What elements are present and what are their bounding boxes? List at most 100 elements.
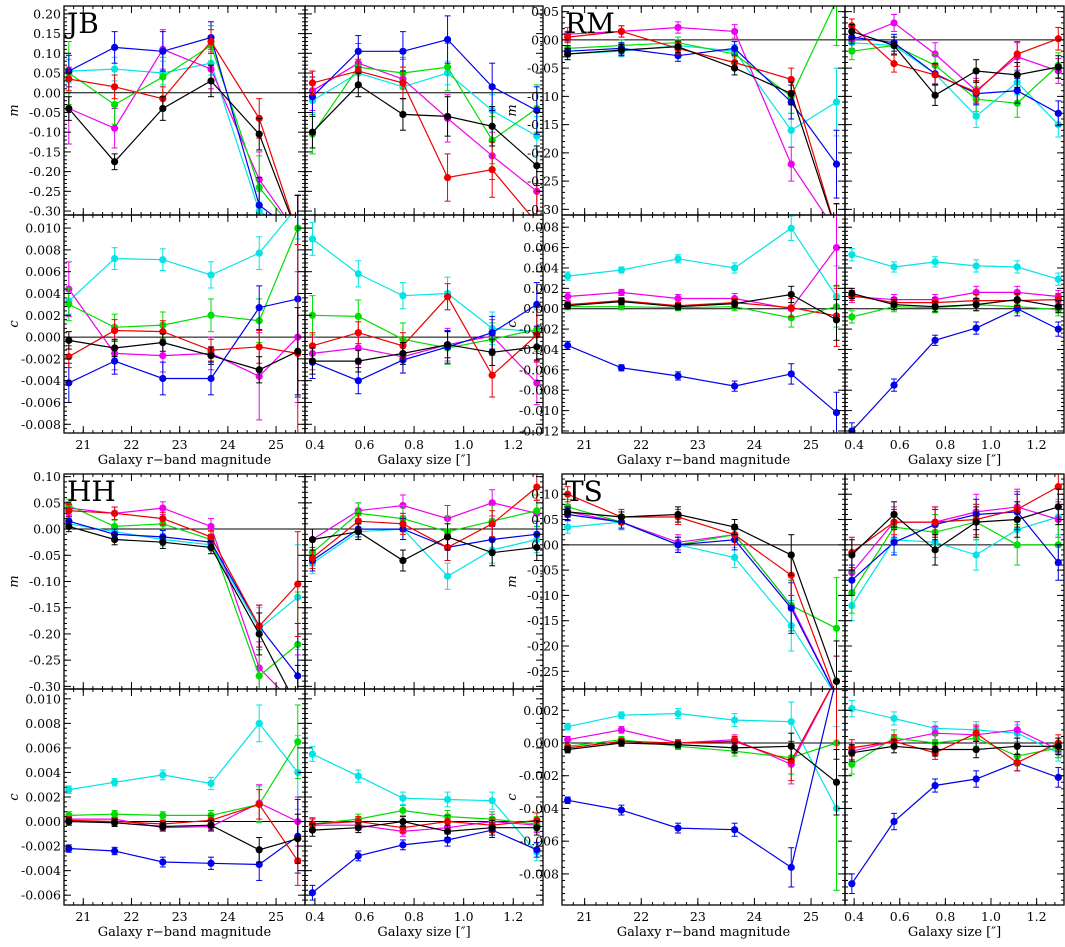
- y-tick-label: 0.008: [25, 242, 61, 257]
- data-point-magenta: [674, 24, 681, 31]
- data-point-cyan: [564, 273, 571, 280]
- data-point-red: [489, 520, 496, 527]
- y-tick-label: -0.25: [527, 664, 559, 679]
- y-tick-label: -0.15: [29, 144, 61, 159]
- x-tick-label: 0.4: [305, 437, 325, 452]
- data-point-blue: [1055, 110, 1062, 117]
- data-point-red: [1055, 35, 1062, 42]
- data-point-black: [489, 824, 496, 831]
- x-tick-label: 1.0: [981, 437, 1001, 452]
- y-tick-label: -0.15: [527, 613, 559, 628]
- series-group: [65, 499, 301, 760]
- x-tick-label: 25: [268, 909, 284, 924]
- x-tick-label: 0.8: [404, 909, 424, 924]
- y-axis-label-m: m: [7, 575, 22, 587]
- series-group: [65, 22, 301, 274]
- series-line-red: [568, 494, 837, 696]
- data-point-red: [207, 533, 214, 540]
- data-point-cyan: [848, 251, 855, 258]
- data-point-black: [932, 92, 939, 99]
- series-line-green: [852, 305, 1059, 317]
- data-point-green: [848, 313, 855, 320]
- series-line-black: [69, 526, 298, 707]
- data-point-black: [489, 549, 496, 556]
- panel-m-mag: 0.20 0.15 0.10 0.05 0.00 -0.05 -0.10 -0.15 -0.20…: [29, 6, 305, 274]
- data-point-black: [159, 339, 166, 346]
- y-tick-label: -0.20: [29, 164, 61, 179]
- y-tick-label: -0.30: [527, 202, 559, 217]
- panel-frame: [562, 474, 845, 689]
- data-point-black: [973, 518, 980, 525]
- data-point-black: [355, 357, 362, 364]
- data-point-red: [932, 71, 939, 78]
- panel-m-size: [845, 469, 1064, 689]
- data-point-cyan: [111, 255, 118, 262]
- series-line-black: [69, 81, 298, 235]
- series-line-blue: [69, 836, 298, 864]
- data-point-black: [674, 303, 681, 310]
- y-tick-label: -0.10: [29, 125, 61, 140]
- data-point-black: [618, 513, 625, 520]
- series-line-blue: [568, 515, 837, 697]
- data-point-black: [848, 290, 855, 297]
- data-point-black: [399, 350, 406, 357]
- series-line-magenta: [852, 292, 1059, 299]
- series-group: [848, 249, 1062, 439]
- data-point-black: [788, 551, 795, 558]
- data-point-black: [674, 43, 681, 50]
- x-axis-label: Galaxy r−band magnitude: [617, 453, 791, 468]
- data-point-black: [1014, 516, 1021, 523]
- y-tick-label: -0.006: [519, 834, 559, 849]
- data-point-red: [399, 520, 406, 527]
- data-point-green: [848, 761, 855, 768]
- y-tick-label: -0.006: [21, 395, 61, 410]
- x-tick-label: 22: [124, 909, 140, 924]
- panel-frame: [64, 689, 305, 905]
- x-tick-label: 23: [690, 909, 706, 924]
- data-point-magenta: [674, 295, 681, 302]
- y-tick-label: 0.002: [25, 790, 61, 805]
- y-tick-label: 0.000: [25, 330, 61, 345]
- data-point-blue: [1014, 87, 1021, 94]
- panel-frame: [64, 215, 305, 433]
- data-point-black: [788, 90, 795, 97]
- x-tick-label: 22: [633, 909, 649, 924]
- x-tick-label: 21: [75, 437, 91, 452]
- x-tick-label: 1.2: [1027, 437, 1047, 452]
- y-tick-label: 0.20: [33, 6, 61, 21]
- y-tick-label: -0.20: [29, 626, 61, 641]
- x-tick-label: 21: [75, 909, 91, 924]
- y-tick-label: -0.008: [519, 383, 559, 398]
- data-point-blue: [1055, 559, 1062, 566]
- data-point-black: [731, 300, 738, 307]
- x-tick-label: 0.8: [935, 437, 955, 452]
- data-point-blue: [256, 202, 263, 209]
- series-line-magenta: [852, 23, 1059, 91]
- series-line-red: [568, 31, 837, 232]
- x-tick-label: 0.6: [890, 437, 910, 452]
- data-point-black: [111, 158, 118, 165]
- data-point-red: [444, 293, 451, 300]
- y-tick-label: -0.25: [29, 184, 61, 199]
- data-point-blue: [564, 797, 571, 804]
- data-point-cyan: [890, 263, 897, 270]
- panel-c-mag: 0.0020.000-0.002-0.004-0.006-0.00821 22 23…: [519, 596, 845, 940]
- data-point-cyan: [444, 796, 451, 803]
- series-line-red: [312, 297, 536, 375]
- data-point-cyan: [564, 723, 571, 730]
- y-axis-label-m: m: [7, 104, 22, 116]
- data-point-black: [1014, 296, 1021, 303]
- y-tick-label: 0.00: [33, 85, 61, 100]
- y-tick-label: -0.20: [527, 145, 559, 160]
- y-tick-label: -0.25: [527, 174, 559, 189]
- x-tick-label: 21: [577, 437, 593, 452]
- data-point-green: [833, 625, 840, 632]
- y-tick-label: -0.05: [29, 548, 61, 563]
- series-line-black: [568, 512, 837, 682]
- data-point-black: [533, 824, 540, 831]
- data-point-black: [399, 557, 406, 564]
- data-point-magenta: [618, 289, 625, 296]
- x-tick-label: 23: [172, 437, 188, 452]
- y-tick-label: -0.002: [21, 839, 61, 854]
- y-tick-label: -0.006: [519, 362, 559, 377]
